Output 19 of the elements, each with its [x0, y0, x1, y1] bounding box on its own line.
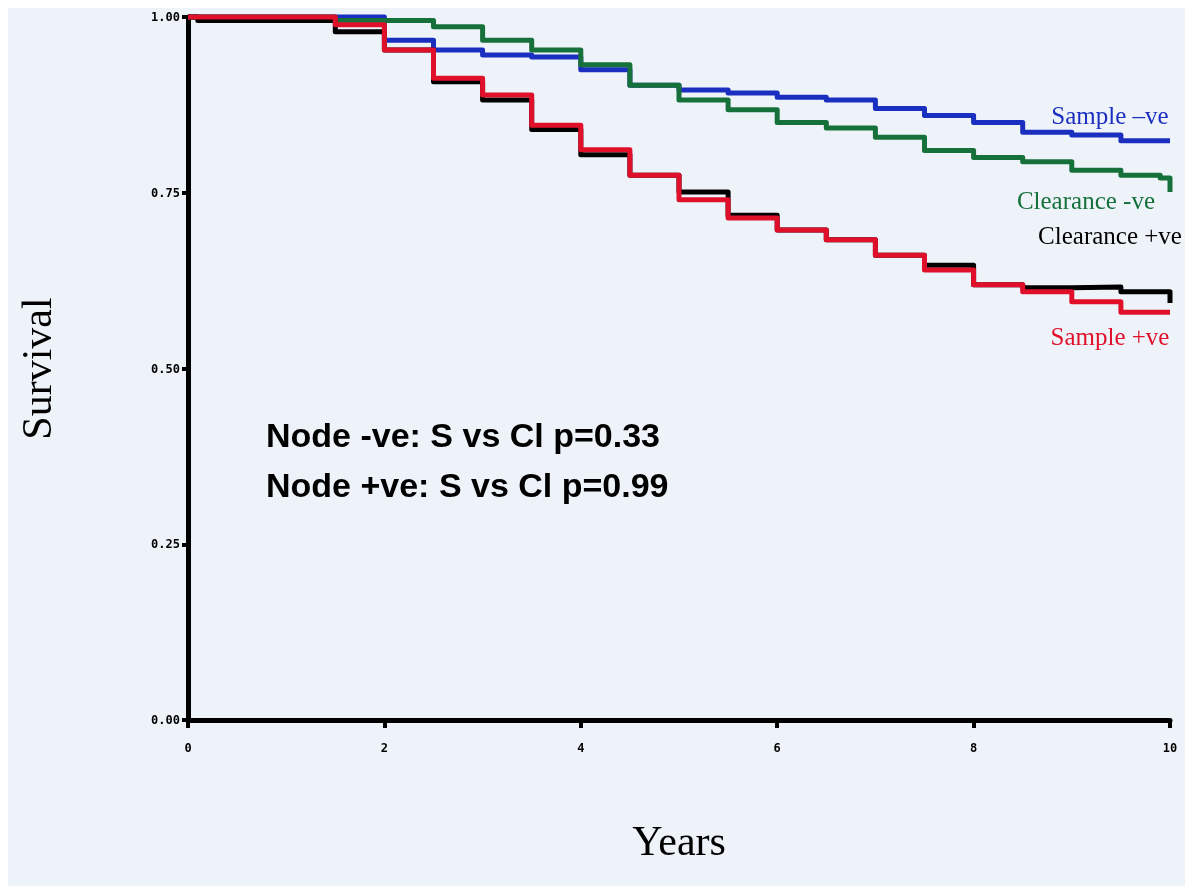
series-label: Sample +ve	[1050, 322, 1170, 350]
y-axis-title: Survival	[14, 297, 60, 440]
series-label: Clearance -ve	[1016, 186, 1155, 214]
y-tick-label: 0.25	[151, 537, 180, 552]
y-tick-label: 0.50	[151, 361, 180, 376]
x-tick-label: 6	[773, 741, 781, 755]
y-tick-label: 1.00	[151, 10, 180, 24]
series-label: Clearance +ve	[1038, 222, 1182, 250]
y-tick-label: 0.75	[151, 185, 180, 200]
x-tick-label: 8	[969, 741, 978, 755]
series-label: Sample –ve	[1051, 101, 1169, 129]
x-tick-label: 10	[1162, 741, 1178, 755]
annotation: Node -ve: S vs Cl p=0.33	[266, 416, 660, 454]
x-tick-label: 4	[577, 741, 585, 755]
x-axis-title: Years	[632, 818, 726, 864]
annotation: Node +ve: S vs Cl p=0.99	[266, 466, 669, 504]
y-tick-label: 0.00	[151, 713, 180, 727]
x-tick-label: 0	[184, 741, 192, 755]
x-tick-label: 2	[380, 741, 389, 755]
